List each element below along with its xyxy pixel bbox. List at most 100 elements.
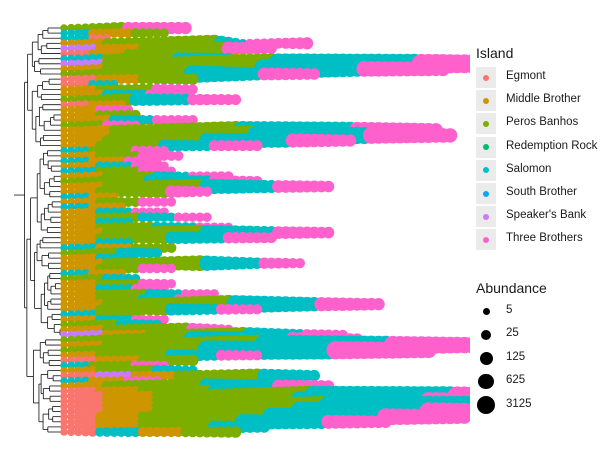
abundance-point	[322, 180, 335, 193]
abundance-point	[159, 263, 169, 274]
legend-label: Middle Brother	[506, 93, 581, 106]
abundance-point	[180, 212, 191, 222]
abundance-point	[130, 196, 141, 207]
abundance-point	[159, 197, 169, 207]
abundance-point	[166, 212, 177, 222]
abundance-point	[159, 115, 170, 126]
abundance-point	[151, 247, 163, 259]
legend-size-dot	[482, 308, 490, 315]
abundance-point	[300, 37, 314, 50]
legend-size-label: 25	[506, 327, 519, 340]
abundance-point	[252, 304, 263, 315]
abundance-point	[202, 212, 212, 222]
abundance-point	[130, 426, 141, 438]
abundance-point	[166, 115, 177, 126]
abundance-point	[180, 115, 191, 126]
abundance-point	[130, 263, 141, 274]
abundance-point	[372, 298, 385, 311]
abundance-point	[60, 152, 68, 160]
abundance-point	[60, 428, 68, 436]
abundance-point	[166, 426, 177, 438]
abundance-point	[137, 212, 148, 223]
legend-key-salomon	[476, 159, 496, 181]
legend-size-label: 5	[506, 304, 513, 316]
abundance-point	[60, 75, 68, 83]
abundance-point	[442, 128, 458, 143]
abundance-point	[60, 295, 68, 303]
legend-size-key	[476, 301, 496, 322]
abundance-point	[152, 212, 162, 223]
abundance-point	[159, 28, 169, 38]
abundance-point	[144, 263, 155, 274]
abundance-point	[137, 196, 148, 207]
abundance-point	[230, 94, 242, 106]
abundance-point	[457, 409, 470, 424]
dendrogram	[14, 27, 62, 433]
abundance-point	[60, 141, 68, 150]
abundance-point	[186, 354, 199, 367]
abundance-point	[81, 427, 90, 437]
abundance-point	[116, 28, 127, 39]
legend-label: Peros Banhos	[506, 116, 579, 129]
abundance-point	[265, 232, 277, 244]
legend-swatch	[483, 74, 489, 81]
abundance-point	[60, 44, 68, 53]
legend-size-key	[476, 371, 496, 392]
abundance-point	[294, 258, 305, 269]
abundance-point	[60, 407, 68, 416]
legend-key-egmont	[476, 67, 496, 88]
legend-size-label: 125	[506, 350, 526, 363]
abundance-point	[159, 370, 170, 381]
abundance-point	[130, 212, 141, 223]
abundance-point	[60, 356, 68, 365]
abundance-point	[159, 242, 170, 253]
abundance-point	[252, 350, 263, 361]
abundance-point	[144, 196, 155, 207]
abundance-point	[201, 186, 213, 197]
abundance-bubbles	[60, 21, 470, 438]
abundance-point	[229, 426, 242, 438]
legend-panel: Island Egmont Middle Brother Peros Banhos R…	[470, 0, 614, 466]
abundance-point	[322, 226, 335, 239]
abundance-point	[130, 74, 141, 85]
legend-label: Three Brothers	[506, 232, 583, 245]
abundance-point	[60, 29, 68, 37]
abundance-point	[109, 427, 120, 437]
legend-swatch	[483, 144, 489, 151]
legend-island-title: Island	[476, 45, 514, 61]
legend-swatch	[483, 236, 489, 243]
legend-size-label: 3125	[506, 397, 532, 410]
abundance-point	[194, 186, 206, 197]
abundance-point	[123, 74, 134, 85]
legend-label: Redemption Rock	[506, 139, 598, 152]
legend-abundance-title: Abundance	[476, 280, 547, 296]
legend-key-middle-brother	[476, 90, 496, 112]
legend-size-dot	[481, 329, 491, 340]
abundance-point	[151, 115, 163, 126]
abundance-point	[137, 263, 148, 274]
legend-key-speaker-s-bank	[476, 206, 496, 228]
abundance-point	[195, 212, 205, 222]
abundance-point	[152, 263, 162, 274]
abundance-point	[187, 115, 198, 126]
abundance-point	[159, 426, 170, 438]
abundance-point	[109, 28, 119, 38]
abundance-point	[159, 150, 170, 161]
abundance-point	[237, 350, 249, 361]
abundance-point	[166, 150, 177, 161]
abundance-point	[173, 150, 184, 161]
abundance-point	[123, 426, 134, 438]
abundance-point	[130, 28, 141, 39]
legend-swatch	[483, 120, 489, 127]
abundance-point	[123, 196, 134, 207]
abundance-point	[173, 115, 184, 126]
abundance-point	[420, 342, 437, 359]
abundance-point	[60, 259, 68, 267]
abundance-point	[230, 350, 241, 361]
abundance-point	[187, 212, 198, 222]
legend-size-key	[476, 324, 496, 345]
legend-label: South Brother	[506, 186, 577, 198]
abundance-point	[179, 21, 192, 35]
legend-swatch	[483, 97, 489, 104]
legend-swatch	[483, 190, 489, 197]
